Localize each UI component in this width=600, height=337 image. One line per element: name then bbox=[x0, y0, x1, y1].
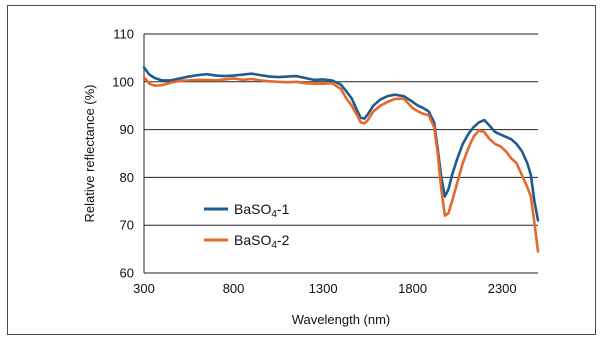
y-tick-label: 70 bbox=[120, 218, 134, 233]
chart-frame: 60 70 80 90 100 110 300 800 1300 1800 2300 BaSO4-1… bbox=[7, 5, 596, 335]
x-tick-label: 300 bbox=[133, 281, 155, 296]
x-axis-title: Wavelength (nm) bbox=[292, 312, 391, 327]
series-line-2 bbox=[142, 75, 540, 253]
legend-label-2: BaSO4-2 bbox=[234, 232, 290, 251]
y-tick-label: 90 bbox=[120, 122, 134, 137]
legend-label-1: BaSO4-1 bbox=[234, 201, 290, 220]
legend: BaSO4-1 BaSO4-2 bbox=[204, 201, 290, 251]
y-tick-label: 80 bbox=[120, 170, 134, 185]
tick-labels: 60 70 80 90 100 110 300 800 1300 1800 2300 bbox=[112, 27, 516, 297]
x-tick-label: 2300 bbox=[488, 281, 517, 296]
x-tick-label: 1800 bbox=[398, 281, 427, 296]
x-tick-label: 800 bbox=[223, 281, 245, 296]
y-tick-label: 60 bbox=[120, 266, 134, 281]
gridlines bbox=[143, 33, 538, 274]
series-lines bbox=[142, 66, 540, 253]
y-tick-label: 100 bbox=[112, 74, 134, 89]
chart-svg: 60 70 80 90 100 110 300 800 1300 1800 2300 BaSO4-1… bbox=[82, 27, 540, 327]
x-tick-label: 1300 bbox=[309, 281, 338, 296]
y-axis-title: Relative reflectance (%) bbox=[82, 85, 97, 223]
series-line-1 bbox=[142, 66, 540, 222]
y-tick-label: 110 bbox=[113, 27, 134, 42]
